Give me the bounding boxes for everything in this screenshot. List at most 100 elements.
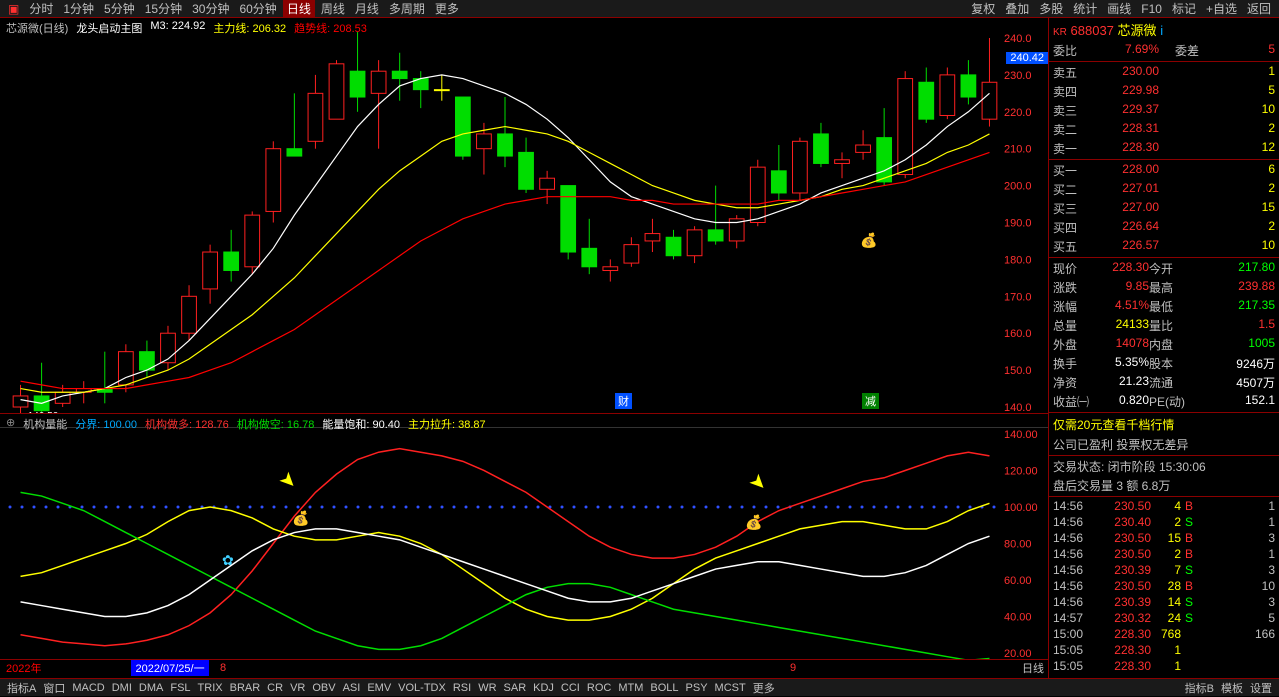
indicator-tab[interactable]: 更多: [750, 680, 778, 696]
toolbar-button[interactable]: F10: [1137, 2, 1166, 16]
svg-text:190.0: 190.0: [1004, 218, 1031, 230]
svg-text:120.00: 120.00: [1004, 465, 1038, 477]
indicator-tab[interactable]: RSI: [450, 682, 474, 694]
svg-text:180.0: 180.0: [1004, 254, 1031, 266]
toolbar-button[interactable]: 模板: [1218, 680, 1246, 696]
indicator-tab[interactable]: CR: [264, 682, 286, 694]
timeframe-tab[interactable]: 5分钟: [100, 0, 139, 17]
trade-row: 14:56230.5028B10: [1049, 578, 1279, 594]
money-bag-icon: 💰: [292, 510, 309, 527]
quote-panel: KR 688037 芯源微 i 委比7.69% 委差5 卖五230.001卖四2…: [1048, 18, 1279, 678]
chart-m3: M3: 224.92: [150, 20, 205, 30]
chart-trend: 趋势线: 208.53: [294, 20, 367, 30]
indicator-tab[interactable]: 指标A: [4, 680, 39, 696]
indicator-tab[interactable]: KDJ: [530, 682, 557, 694]
timeframe-tab[interactable]: 60分钟: [235, 0, 280, 17]
price-highlight: 240.42: [1006, 52, 1048, 64]
timeframe-tab[interactable]: 分时: [25, 0, 57, 17]
toolbar-button[interactable]: 复权: [967, 0, 999, 17]
indicator-tab[interactable]: CCI: [558, 682, 583, 694]
indicator-tab[interactable]: BOLL: [647, 682, 681, 694]
dec-mark: 减: [862, 393, 879, 409]
toolbar-button[interactable]: 指标B: [1182, 680, 1217, 696]
trade-row: 14:56230.502B1: [1049, 546, 1279, 562]
chart-stock-name: 芯源微(日线): [6, 20, 68, 30]
svg-text:140.0: 140.0: [1004, 402, 1031, 413]
toolbar-button[interactable]: 统计: [1069, 0, 1101, 17]
weibi-row: 委比7.69% 委差5: [1049, 41, 1279, 60]
indicator-tab[interactable]: TRIX: [195, 682, 226, 694]
svg-text:220.0: 220.0: [1004, 107, 1031, 119]
toolbar-button[interactable]: 叠加: [1001, 0, 1033, 17]
timeframe-tab[interactable]: 月线: [351, 0, 383, 17]
info-row: 涨幅4.51%最低217.35: [1049, 297, 1279, 316]
timeframe-tab[interactable]: 周线: [317, 0, 349, 17]
svg-text:140.00: 140.00: [1004, 429, 1038, 441]
trade-row: 14:56230.397S3: [1049, 562, 1279, 578]
indicator-tab[interactable]: DMI: [109, 682, 135, 694]
indicator-tab[interactable]: VOL-TDX: [395, 682, 449, 694]
indicator-tab[interactable]: ASI: [340, 682, 364, 694]
info-row: 现价228.30今开217.80: [1049, 259, 1279, 278]
stock-code[interactable]: 688037: [1071, 23, 1114, 38]
indicator-tab[interactable]: OBV: [309, 682, 338, 694]
toolbar-button[interactable]: +自选: [1202, 0, 1241, 17]
indicator-tab[interactable]: FSL: [167, 682, 193, 694]
svg-text:80.00: 80.00: [1004, 539, 1032, 551]
bid-row: 买二227.012: [1049, 180, 1279, 199]
timeframe-tab[interactable]: 30分钟: [188, 0, 233, 17]
svg-text:40.00: 40.00: [1004, 612, 1032, 624]
promo-note[interactable]: 仅需20元查看千档行情: [1049, 414, 1279, 435]
svg-text:200.0: 200.0: [1004, 181, 1031, 193]
timeframe-tab[interactable]: 更多: [431, 0, 463, 17]
ask-row: 卖三229.3710: [1049, 101, 1279, 120]
indicator-tab[interactable]: BRAR: [227, 682, 264, 694]
chart-header: 芯源微(日线) 龙头启动主图 M3: 224.92 主力线: 206.32 趋势…: [0, 18, 1048, 32]
trade-row: 14:56230.5015B3: [1049, 530, 1279, 546]
indicator-tab[interactable]: VR: [287, 682, 308, 694]
period-label: 日线: [1022, 660, 1044, 676]
sub-indicator-header: ⊕ 机构量能 分界: 100.00 机构做多: 128.76 机构做空: 16.…: [0, 414, 1048, 428]
svg-text:100.00: 100.00: [1004, 502, 1038, 514]
sub-b: 机构做多: 128.76: [145, 416, 229, 425]
sub-name: 机构量能: [23, 416, 67, 425]
timeframe-tab[interactable]: 15分钟: [141, 0, 186, 17]
info-icon[interactable]: i: [1160, 23, 1163, 38]
toolbar-button[interactable]: 画线: [1103, 0, 1135, 17]
trade-row: 14:56230.504B1: [1049, 498, 1279, 514]
indicator-tab[interactable]: DMA: [136, 682, 166, 694]
toolbar-button[interactable]: 多股: [1035, 0, 1067, 17]
month-mark: 9: [790, 662, 796, 674]
indicator-tab[interactable]: MCST: [712, 682, 749, 694]
sub-indicator-chart[interactable]: 20.0040.0060.0080.00100.00120.00140.00 ➤…: [0, 428, 1048, 660]
indicator-tab[interactable]: 窗口: [40, 680, 68, 696]
fin-mark: 财: [615, 393, 632, 409]
candlestick-chart[interactable]: 240.42 140.0150.0160.0170.0180.0190.0200…: [0, 32, 1048, 414]
sub-c: 机构做空: 16.78: [237, 416, 315, 425]
sub-d: 能量饱和: 90.40: [322, 416, 400, 425]
trade-row: 14:57230.3224S5: [1049, 610, 1279, 626]
trade-row: 14:56230.3914S3: [1049, 594, 1279, 610]
indicator-tab[interactable]: SAR: [501, 682, 530, 694]
toolbar-button[interactable]: 返回: [1243, 0, 1275, 17]
indicator-tab[interactable]: WR: [475, 682, 499, 694]
indicator-tab[interactable]: EMV: [364, 682, 394, 694]
indicator-tab[interactable]: ROC: [584, 682, 614, 694]
timeframe-tab[interactable]: 多周期: [385, 0, 429, 17]
indicator-tab[interactable]: MTM: [615, 682, 646, 694]
stock-name[interactable]: 芯源微: [1118, 23, 1157, 38]
chart-main: 主力线: 206.32: [213, 20, 286, 30]
toolbar-button[interactable]: 标记: [1168, 0, 1200, 17]
indicator-tab[interactable]: PSY: [683, 682, 711, 694]
svg-text:← 140.50: ← 140.50: [15, 411, 59, 413]
indicator-tab[interactable]: MACD: [69, 682, 107, 694]
toolbar-button[interactable]: 设置: [1247, 680, 1275, 696]
after-hours: 盘后交易量 3 额 6.8万: [1049, 476, 1279, 495]
expand-icon[interactable]: ⊕: [6, 416, 15, 425]
timeframe-tab[interactable]: 日线: [283, 0, 315, 17]
svg-text:210.0: 210.0: [1004, 144, 1031, 156]
timeframe-tab[interactable]: 1分钟: [59, 0, 98, 17]
ask-row: 卖五230.001: [1049, 63, 1279, 82]
money-bag-icon: 💰: [860, 232, 877, 249]
butterfly-icon: ✿: [222, 552, 234, 569]
